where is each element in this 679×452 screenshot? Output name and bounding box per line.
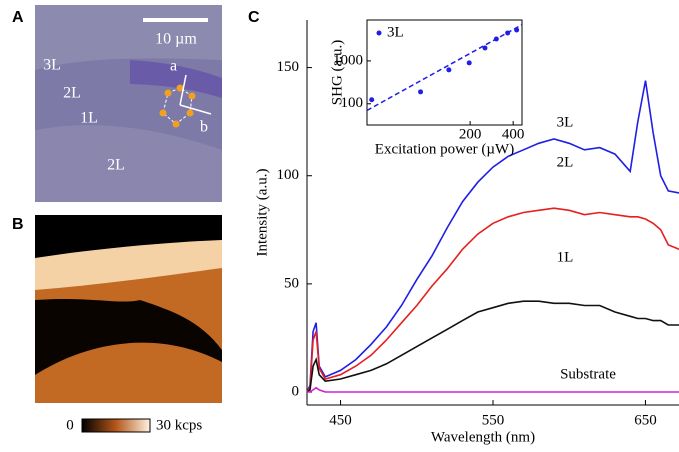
series-line (306, 300, 679, 393)
series-line (307, 386, 679, 393)
series-label: 3L (557, 114, 574, 130)
y-axis-label: Intensity (a.u.) (254, 169, 270, 257)
x-tick-label: 550 (482, 412, 505, 428)
axis-label: a (170, 58, 177, 75)
scatter-point (446, 67, 452, 73)
x-tick-label: 200 (459, 126, 482, 142)
panel-label: C (248, 9, 260, 26)
series-label: Substrate (560, 366, 616, 382)
heatmap-region (35, 240, 222, 290)
y-tick-label: 1000 (333, 52, 363, 68)
scatter-point (369, 97, 375, 103)
x-axis-label: Wavelength (nm) (431, 429, 535, 445)
layer-region (130, 60, 222, 98)
panel-label: A (12, 9, 24, 26)
x-tick-label: 450 (329, 412, 352, 428)
y-tick-label: 50 (284, 275, 299, 291)
scatter-point (505, 30, 511, 36)
y-tick-label: 100 (277, 167, 300, 183)
scatter-point (493, 36, 499, 42)
colorbar (81, 418, 151, 433)
series-line (306, 80, 679, 393)
colorbar-label: 0 (66, 417, 74, 433)
heatmap-region (35, 298, 222, 375)
y-axis-label: SHG (a.u.) (329, 40, 345, 105)
layer-label: 3L (43, 57, 61, 74)
scatter-point (482, 45, 488, 51)
layer-label: 2L (63, 85, 81, 102)
layer-region (35, 125, 222, 202)
series-label: 2L (557, 154, 574, 170)
x-tick-label: 650 (634, 412, 657, 428)
y-tick-label: 0 (292, 383, 300, 399)
colorbar-label: 30 kcps (156, 417, 202, 433)
panel-label: B (12, 216, 24, 233)
scatter-point (466, 60, 472, 66)
axis-arrow (179, 74, 187, 106)
series-line (306, 207, 679, 393)
y-tick-label: 150 (277, 59, 300, 75)
atoms (159, 84, 196, 128)
x-axis-label: Excitation power (µW) (375, 141, 514, 157)
series-label: 1L (557, 249, 574, 265)
layer-label: 1L (80, 110, 98, 127)
legend-marker (376, 30, 382, 36)
axis-arrow (179, 104, 212, 115)
x-tick-label: 400 (502, 126, 525, 142)
y-tick-label: 100 (341, 95, 364, 111)
layer-label: 2L (107, 157, 125, 174)
scale-label: 10 µm (155, 31, 197, 48)
axis-label: b (200, 119, 208, 136)
legend-label: 3L (387, 24, 404, 40)
scatter-point (514, 27, 520, 33)
scatter-point (418, 89, 424, 95)
